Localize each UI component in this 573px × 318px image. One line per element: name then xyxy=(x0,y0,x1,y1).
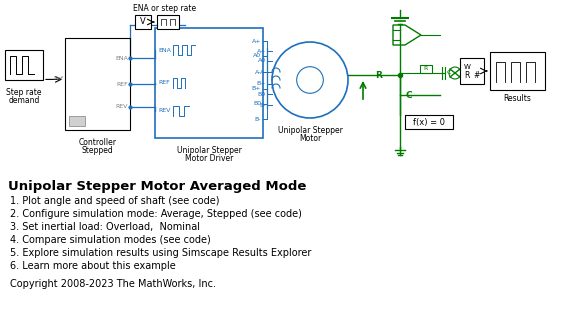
Text: Motor: Motor xyxy=(299,134,321,143)
Text: Copyright 2008-2023 The MathWorks, Inc.: Copyright 2008-2023 The MathWorks, Inc. xyxy=(10,279,216,289)
Bar xyxy=(405,115,453,129)
Text: B0: B0 xyxy=(253,101,261,107)
Text: B-: B- xyxy=(254,117,261,122)
Bar xyxy=(157,15,179,29)
Text: Motor Driver: Motor Driver xyxy=(185,154,233,163)
Text: B+: B+ xyxy=(257,81,266,86)
Text: R: R xyxy=(464,72,470,80)
Text: REV: REV xyxy=(116,105,128,109)
Text: ENA or step rate: ENA or step rate xyxy=(133,4,196,13)
Text: C: C xyxy=(405,91,411,100)
Text: A+: A+ xyxy=(252,39,261,44)
Bar xyxy=(135,15,151,29)
Bar xyxy=(490,52,545,90)
Text: REF: REF xyxy=(158,80,170,86)
Text: V: V xyxy=(140,17,146,26)
Text: Step rate: Step rate xyxy=(6,88,42,97)
Text: ENA: ENA xyxy=(158,47,171,52)
Text: Ref: Ref xyxy=(53,76,63,81)
Text: 3. Set inertial load: Overload,  Nominal: 3. Set inertial load: Overload, Nominal xyxy=(10,222,200,232)
Text: ENA: ENA xyxy=(115,56,128,61)
Text: B0: B0 xyxy=(258,92,266,97)
Bar xyxy=(65,38,130,130)
Text: R: R xyxy=(424,66,428,72)
Text: 6. Learn more about this example: 6. Learn more about this example xyxy=(10,261,176,271)
Text: W: W xyxy=(464,64,470,70)
Text: A+: A+ xyxy=(257,49,266,54)
Bar xyxy=(155,28,263,138)
Text: B-: B- xyxy=(260,103,266,107)
Text: Unipolar Stepper Motor Averaged Mode: Unipolar Stepper Motor Averaged Mode xyxy=(8,180,307,193)
Bar xyxy=(5,50,43,80)
Text: Unipolar Stepper: Unipolar Stepper xyxy=(277,126,343,135)
Text: A-: A- xyxy=(260,70,266,75)
Bar xyxy=(460,58,484,84)
Text: 2. Configure simulation mode: Average, Stepped (see code): 2. Configure simulation mode: Average, S… xyxy=(10,209,302,219)
Bar xyxy=(420,65,432,73)
Text: B+: B+ xyxy=(252,86,261,91)
Text: REF: REF xyxy=(116,81,128,86)
Text: 1. Plot angle and speed of shaft (see code): 1. Plot angle and speed of shaft (see co… xyxy=(10,196,219,206)
Text: REV: REV xyxy=(158,108,170,113)
Text: C: C xyxy=(447,71,452,75)
Text: Stepped: Stepped xyxy=(81,146,113,155)
Text: R: R xyxy=(375,71,382,80)
Text: Unipolar Stepper: Unipolar Stepper xyxy=(176,146,241,155)
Text: demand: demand xyxy=(9,96,40,105)
Text: A-: A- xyxy=(254,70,261,74)
Text: f(x) = 0: f(x) = 0 xyxy=(413,117,445,127)
Text: 4. Compare simulation modes (see code): 4. Compare simulation modes (see code) xyxy=(10,235,211,245)
Text: #: # xyxy=(474,72,480,80)
Bar xyxy=(69,116,85,126)
Text: Results: Results xyxy=(503,94,531,103)
Text: A0: A0 xyxy=(253,53,261,58)
Text: Controller: Controller xyxy=(79,138,116,147)
Text: 5. Explore simulation results using Simscape Results Explorer: 5. Explore simulation results using Sims… xyxy=(10,248,311,258)
Text: A0: A0 xyxy=(258,59,266,64)
